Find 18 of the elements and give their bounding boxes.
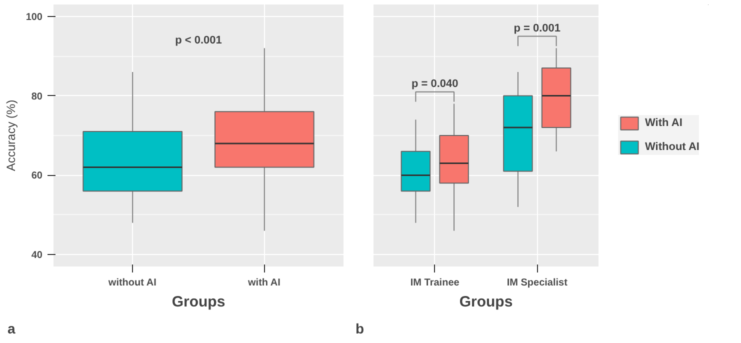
annotation: p = 0.001 xyxy=(514,22,561,34)
annotation: p = 0.040 xyxy=(411,78,458,90)
y-tick-label: 40 xyxy=(31,250,43,262)
x-tick-label: without AI xyxy=(107,278,157,288)
annotation: p < 0.001 xyxy=(175,34,222,46)
y-tick-label: 80 xyxy=(31,91,43,102)
y-tick-label: 100 xyxy=(26,12,43,23)
legend-label: With AI xyxy=(645,117,682,129)
y-axis-title: Accuracy (%) xyxy=(4,100,18,172)
legend-label: Without AI xyxy=(645,141,700,153)
text: b xyxy=(356,320,364,336)
text: a xyxy=(8,320,16,336)
x-axis-title: Groups xyxy=(459,294,513,310)
x-tick-label: IM Specialist xyxy=(506,278,568,288)
x-tick-label: with AI xyxy=(247,278,281,288)
x-axis-title: Groups xyxy=(172,294,226,310)
x-tick-label: IM Trainee xyxy=(410,278,460,288)
y-tick-label: 60 xyxy=(31,170,43,182)
